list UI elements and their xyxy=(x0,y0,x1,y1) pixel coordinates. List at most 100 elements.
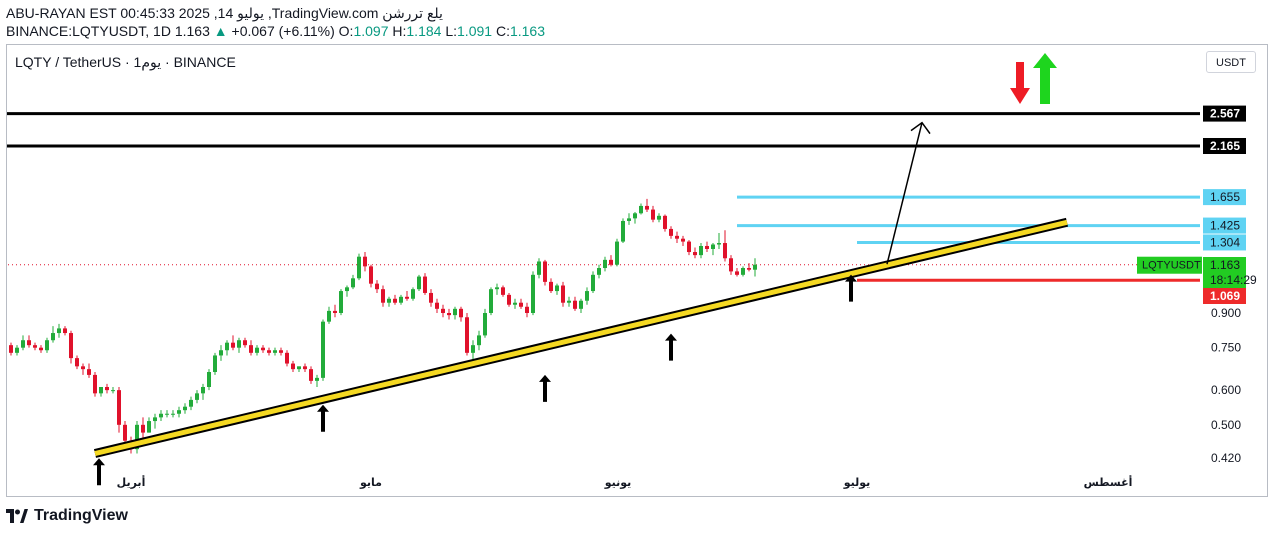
candle-down xyxy=(651,209,655,220)
candle-down xyxy=(393,298,397,303)
candle-down xyxy=(735,271,739,275)
up-arrow-icon xyxy=(1033,53,1057,104)
snapshot-caption: ABU-RAYAN EST 00:45:33 2025 ,14 يوليو ,T… xyxy=(6,5,443,21)
price-label-bg xyxy=(1203,137,1246,154)
candle-down xyxy=(105,386,109,391)
candle-down xyxy=(705,245,709,249)
symbol-badge-bg xyxy=(1137,256,1202,274)
ohlc-legend: BINANCE:LQTYUSDT, 1D 1.163 ▲ +0.067 (+6.… xyxy=(6,23,545,39)
candle-down xyxy=(447,313,451,316)
candle-down xyxy=(63,328,67,334)
candle-down xyxy=(441,308,445,313)
candle-down xyxy=(423,276,427,293)
price-label: 2.567 xyxy=(1210,107,1240,121)
candle-down xyxy=(549,281,553,292)
x-axis-month-label: أبريل xyxy=(117,475,146,489)
candle-up xyxy=(345,287,349,292)
x-axis-month-label: يونيو xyxy=(604,476,632,489)
candle-up xyxy=(591,274,595,292)
candle-up xyxy=(489,289,493,313)
candle-down xyxy=(27,340,31,346)
candle-up xyxy=(159,413,163,418)
candle-down xyxy=(693,252,697,256)
candle-down xyxy=(609,259,613,265)
currency-button[interactable]: USDT xyxy=(1206,51,1256,73)
candle-up xyxy=(717,243,721,245)
candle-up xyxy=(237,340,241,348)
up-arrow-icon xyxy=(93,458,105,486)
candle-down xyxy=(723,243,727,259)
symbol-badge: LQTYUSDT xyxy=(1142,260,1201,272)
candle-up xyxy=(621,220,625,242)
candle-up xyxy=(357,256,361,279)
candle-up xyxy=(321,321,325,378)
price-label: 1.304 xyxy=(1210,235,1240,249)
candle-up xyxy=(255,347,259,353)
candle-down xyxy=(33,345,37,348)
candle-down xyxy=(93,374,97,394)
candle-up xyxy=(603,259,607,269)
candle-up xyxy=(483,313,487,336)
candle-up xyxy=(111,390,115,392)
price-label-bg xyxy=(1203,257,1246,273)
candle-up xyxy=(99,386,103,394)
candle-up xyxy=(627,218,631,221)
brand-text: TradingView xyxy=(34,507,128,524)
tradingview-logo: TradingView xyxy=(6,507,128,525)
candle-up xyxy=(207,372,211,387)
up-arrow-icon xyxy=(665,333,677,361)
low-label: L: xyxy=(445,23,458,39)
candle-down xyxy=(465,317,469,353)
candle-down xyxy=(561,285,565,303)
candle-down xyxy=(39,347,43,351)
close-value: 1.163 xyxy=(509,23,545,39)
x-axis-month-label: مايو xyxy=(359,476,382,489)
candle-down xyxy=(501,287,505,295)
candle-down xyxy=(747,268,751,270)
candle-down xyxy=(123,424,127,441)
up-arrow-icon xyxy=(845,274,857,302)
candle-down xyxy=(303,366,307,370)
price-label: 1.655 xyxy=(1210,190,1240,204)
low-value: 1.091 xyxy=(457,23,493,39)
candle-up xyxy=(315,377,319,381)
candle-up xyxy=(513,302,517,305)
candle-down xyxy=(285,352,289,364)
candle-up xyxy=(213,355,217,373)
target-arrow-head xyxy=(910,121,931,135)
x-axis-month-label: أغسطس xyxy=(1084,475,1133,489)
candle-up xyxy=(615,241,619,265)
candle-up xyxy=(699,245,703,256)
candle-down xyxy=(675,235,679,239)
candle-up xyxy=(495,287,499,290)
chart-panel[interactable] xyxy=(6,44,1268,497)
change-value: +0.067 (+6.11%) xyxy=(231,23,335,39)
candle-down xyxy=(681,238,685,242)
candle-up xyxy=(585,291,589,301)
candle-up xyxy=(225,342,229,351)
candle-down xyxy=(429,292,433,303)
candle-down xyxy=(267,350,271,353)
y-tick-label: 0.900 xyxy=(1211,306,1241,320)
candle-down xyxy=(87,369,91,375)
candle-up xyxy=(453,308,457,316)
symbol-interval: BINANCE:LQTYUSDT, 1D xyxy=(6,23,171,39)
candle-down xyxy=(435,302,439,309)
candle-up xyxy=(189,399,193,407)
down-arrow-icon xyxy=(1010,62,1030,104)
up-arrow-icon xyxy=(317,404,329,432)
candle-down xyxy=(231,342,235,348)
candle-down xyxy=(507,294,511,305)
candle-down xyxy=(543,261,547,282)
y-tick-label: 0.600 xyxy=(1211,383,1241,397)
candle-down xyxy=(141,424,145,433)
candle-down xyxy=(75,358,79,367)
price-label: 1.425 xyxy=(1210,219,1240,233)
candle-up xyxy=(339,291,343,313)
close-label: C: xyxy=(495,23,510,39)
candle-down xyxy=(117,390,121,425)
price-label-bg xyxy=(1203,288,1246,304)
candle-up xyxy=(15,347,19,353)
candle-down xyxy=(369,266,373,284)
